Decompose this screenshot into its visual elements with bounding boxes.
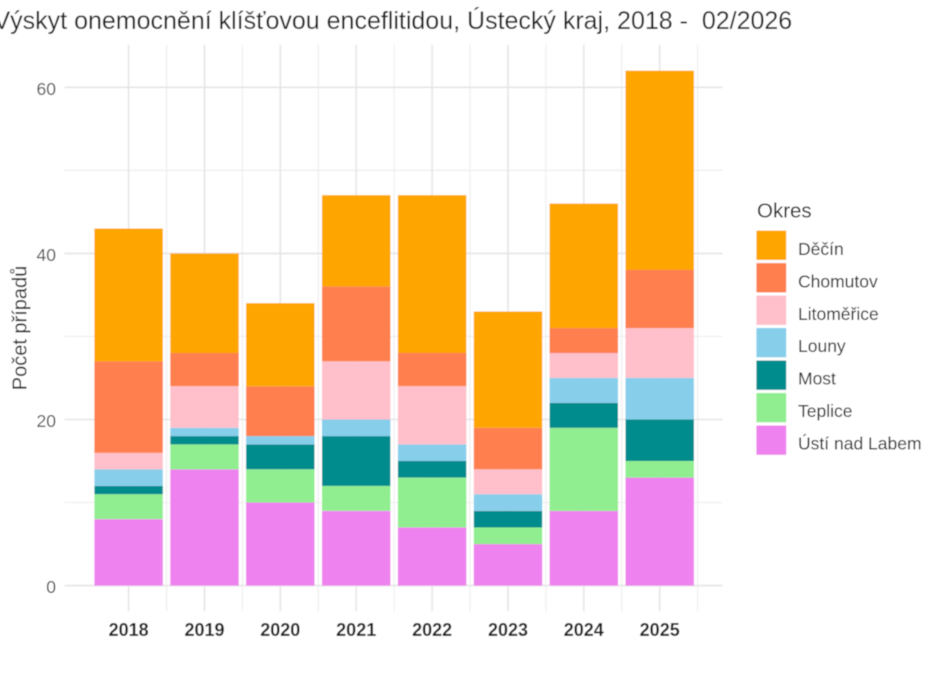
svg-text:Teplice: Teplice xyxy=(798,401,852,421)
svg-text:40: 40 xyxy=(37,245,57,265)
svg-text:Litoměřice: Litoměřice xyxy=(798,304,879,324)
svg-text:2023: 2023 xyxy=(488,620,528,640)
svg-text:2021: 2021 xyxy=(336,620,376,640)
svg-text:0: 0 xyxy=(46,577,56,597)
svg-text:Chomutov: Chomutov xyxy=(798,271,878,291)
svg-text:Výskyt onemocnění klíšťovou en: Výskyt onemocnění klíšťovou enceflitidou… xyxy=(0,6,792,35)
svg-text:20: 20 xyxy=(37,411,57,431)
svg-text:Počet případů: Počet případů xyxy=(10,266,32,391)
svg-text:Most: Most xyxy=(798,369,836,389)
svg-text:Okres: Okres xyxy=(757,200,812,223)
svg-text:Děčín: Děčín xyxy=(798,239,844,259)
svg-text:2025: 2025 xyxy=(640,620,680,640)
svg-text:Ústí nad Labem: Ústí nad Labem xyxy=(798,433,922,454)
svg-text:2020: 2020 xyxy=(260,620,300,640)
svg-text:Louny: Louny xyxy=(798,336,846,356)
svg-text:2022: 2022 xyxy=(412,620,452,640)
svg-text:60: 60 xyxy=(37,79,57,99)
svg-text:2019: 2019 xyxy=(184,620,224,640)
svg-text:2018: 2018 xyxy=(109,620,149,640)
svg-text:2024: 2024 xyxy=(564,620,604,640)
